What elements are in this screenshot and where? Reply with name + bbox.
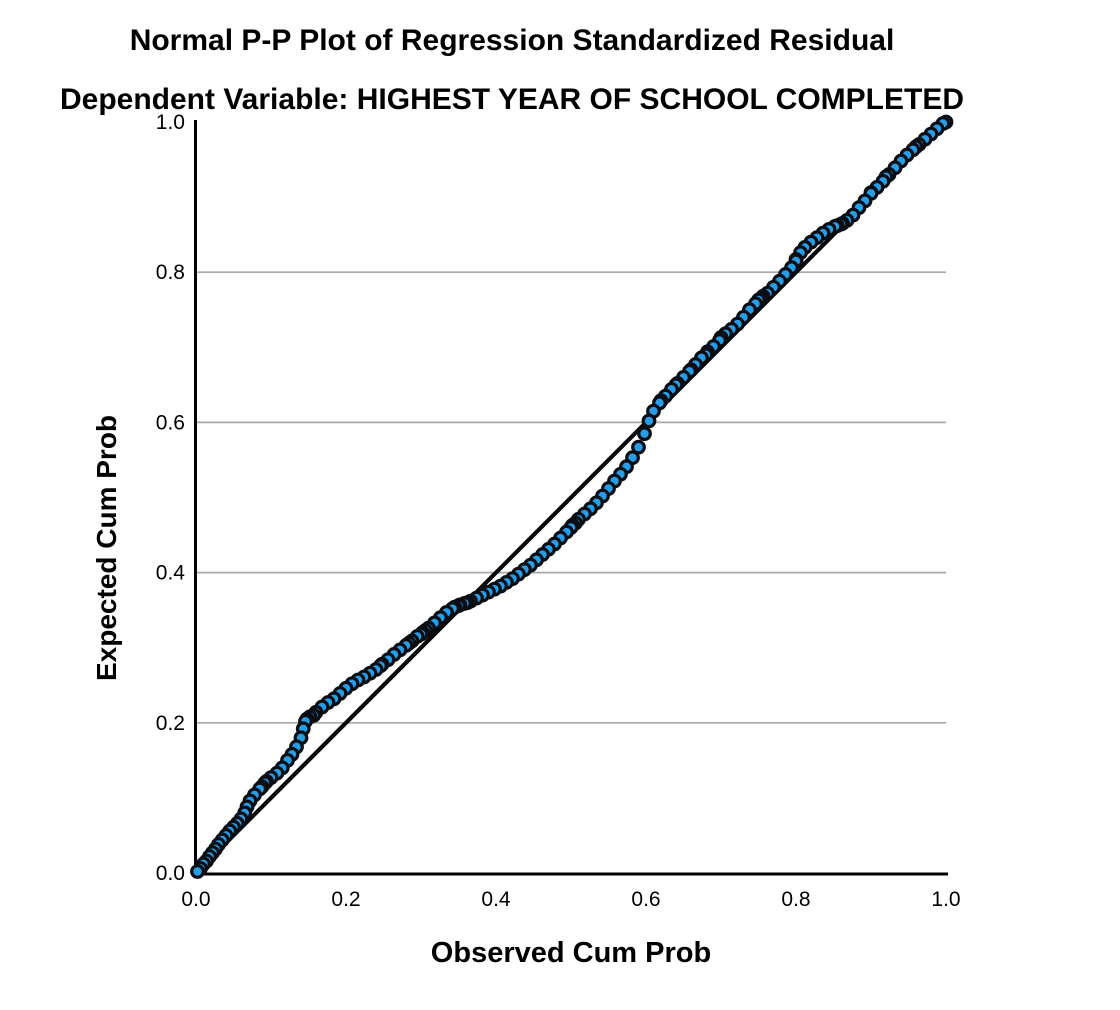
y-tick-label: 0.0 xyxy=(156,862,185,885)
chart-subtitle: Dependent Variable: HIGHEST YEAR OF SCHO… xyxy=(59,83,965,116)
y-tick-label: 0.6 xyxy=(156,411,185,434)
y-tick-label: 0.4 xyxy=(156,562,186,585)
data-point xyxy=(641,413,657,429)
x-tick-label: 0.0 xyxy=(181,888,210,911)
x-tick-label: 0.2 xyxy=(331,888,360,911)
x-tick-label: 0.4 xyxy=(481,888,511,911)
y-tick-label: 0.8 xyxy=(156,261,185,284)
chart-title: Normal P-P Plot of Regression Standardiz… xyxy=(129,24,895,57)
y-tick-label: 0.2 xyxy=(156,712,185,735)
reference-line xyxy=(193,119,949,876)
x-tick-label: 1.0 xyxy=(931,888,960,911)
x-tick-label: 0.8 xyxy=(781,888,810,911)
data-point xyxy=(637,426,652,442)
y-tick-label: 1.0 xyxy=(156,111,185,134)
data-point xyxy=(631,439,646,455)
data-point xyxy=(190,864,205,879)
y-axis-title: Expected Cum Prob xyxy=(91,414,122,682)
x-tick-label: 0.6 xyxy=(631,888,660,911)
x-axis-title: Observed Cum Prob xyxy=(430,937,712,969)
